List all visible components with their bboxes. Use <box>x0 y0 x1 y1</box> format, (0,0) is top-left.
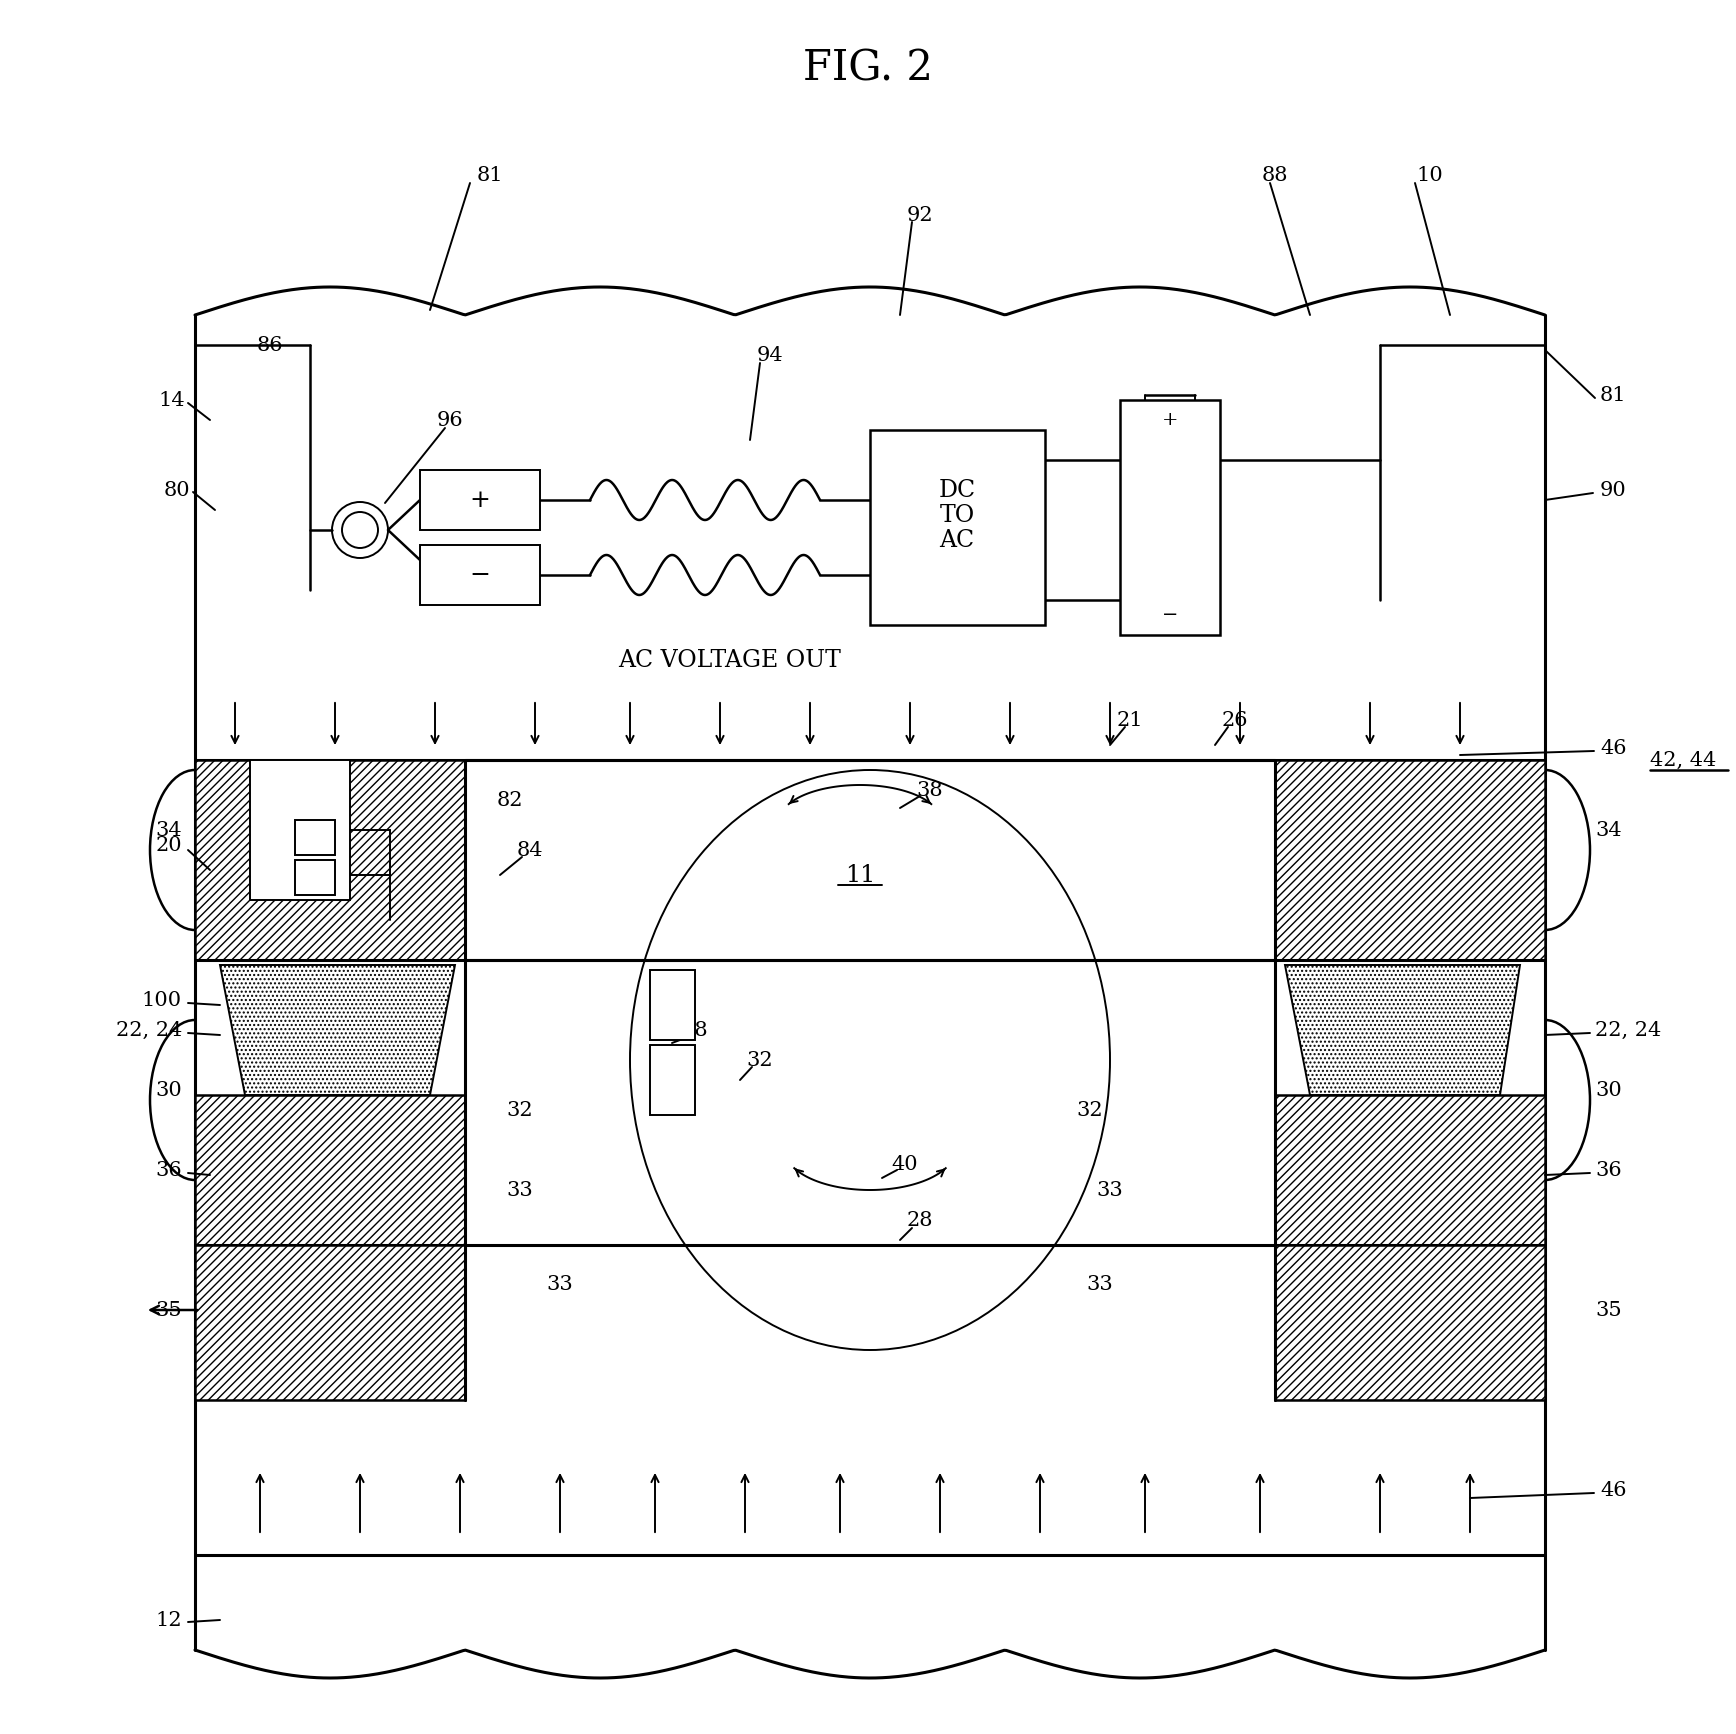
Text: 33: 33 <box>507 1181 533 1200</box>
Bar <box>1274 1094 1545 1245</box>
Bar <box>420 470 540 531</box>
Text: 36: 36 <box>156 1160 182 1179</box>
Text: 92: 92 <box>906 206 934 224</box>
Text: 32: 32 <box>1076 1101 1104 1120</box>
Text: 80: 80 <box>163 480 189 499</box>
Text: 81: 81 <box>1601 385 1627 404</box>
Polygon shape <box>220 966 455 1094</box>
Text: 81: 81 <box>477 165 503 184</box>
Text: 32: 32 <box>507 1101 533 1120</box>
Text: 90: 90 <box>1601 480 1627 499</box>
Bar <box>1274 1245 1545 1399</box>
Text: 82: 82 <box>496 791 523 810</box>
Text: 40: 40 <box>892 1155 918 1174</box>
Text: −: − <box>469 564 491 586</box>
Bar <box>295 860 335 895</box>
Text: 10: 10 <box>1417 165 1443 184</box>
Bar <box>250 759 351 900</box>
Bar <box>870 430 1045 624</box>
Text: 46: 46 <box>1601 1481 1627 1500</box>
Text: 33: 33 <box>1087 1276 1113 1295</box>
Text: +: + <box>469 489 491 512</box>
Text: 35: 35 <box>156 1300 182 1320</box>
Text: 42, 44: 42, 44 <box>1649 751 1717 770</box>
Bar <box>194 1094 465 1245</box>
Text: 33: 33 <box>1097 1181 1123 1200</box>
Text: 34: 34 <box>1595 820 1621 839</box>
Bar <box>649 1046 694 1115</box>
Bar <box>1274 759 1545 961</box>
Text: 14: 14 <box>158 390 186 409</box>
Text: AC VOLTAGE OUT: AC VOLTAGE OUT <box>618 649 842 671</box>
Text: DC: DC <box>939 479 976 501</box>
Text: 86: 86 <box>257 335 283 354</box>
Text: 100: 100 <box>142 990 182 1009</box>
Text: 88: 88 <box>1262 165 1288 184</box>
Text: 36: 36 <box>1595 1160 1621 1179</box>
Text: 84: 84 <box>517 841 543 860</box>
Text: 20: 20 <box>156 836 182 855</box>
Text: 12: 12 <box>156 1611 182 1630</box>
Text: 32: 32 <box>746 1051 773 1070</box>
Text: FIG. 2: FIG. 2 <box>804 47 932 88</box>
Text: 96: 96 <box>437 411 464 430</box>
Text: 11: 11 <box>845 864 875 886</box>
Bar <box>649 969 694 1040</box>
Text: 22, 24: 22, 24 <box>116 1021 182 1039</box>
Text: 38: 38 <box>917 780 943 799</box>
Text: 35: 35 <box>1595 1300 1621 1320</box>
Text: 22, 24: 22, 24 <box>1595 1021 1661 1039</box>
Text: −: − <box>1161 605 1179 624</box>
Text: 94: 94 <box>757 345 783 364</box>
Text: 46: 46 <box>1601 739 1627 758</box>
Text: 30: 30 <box>155 1080 182 1099</box>
Text: 98: 98 <box>682 1021 708 1039</box>
Bar <box>1120 401 1220 635</box>
Text: TO: TO <box>939 503 974 527</box>
Polygon shape <box>1285 966 1521 1094</box>
Text: AC: AC <box>939 529 974 551</box>
Bar <box>194 759 465 961</box>
Text: 30: 30 <box>1595 1080 1621 1099</box>
Bar <box>194 1245 465 1399</box>
Text: +: + <box>1161 411 1179 428</box>
Text: 28: 28 <box>906 1210 934 1229</box>
Bar <box>295 820 335 855</box>
Text: 21: 21 <box>1116 711 1144 730</box>
Bar <box>420 544 540 605</box>
Text: 26: 26 <box>1222 711 1248 730</box>
Text: 33: 33 <box>547 1276 573 1295</box>
Text: 34: 34 <box>156 820 182 839</box>
